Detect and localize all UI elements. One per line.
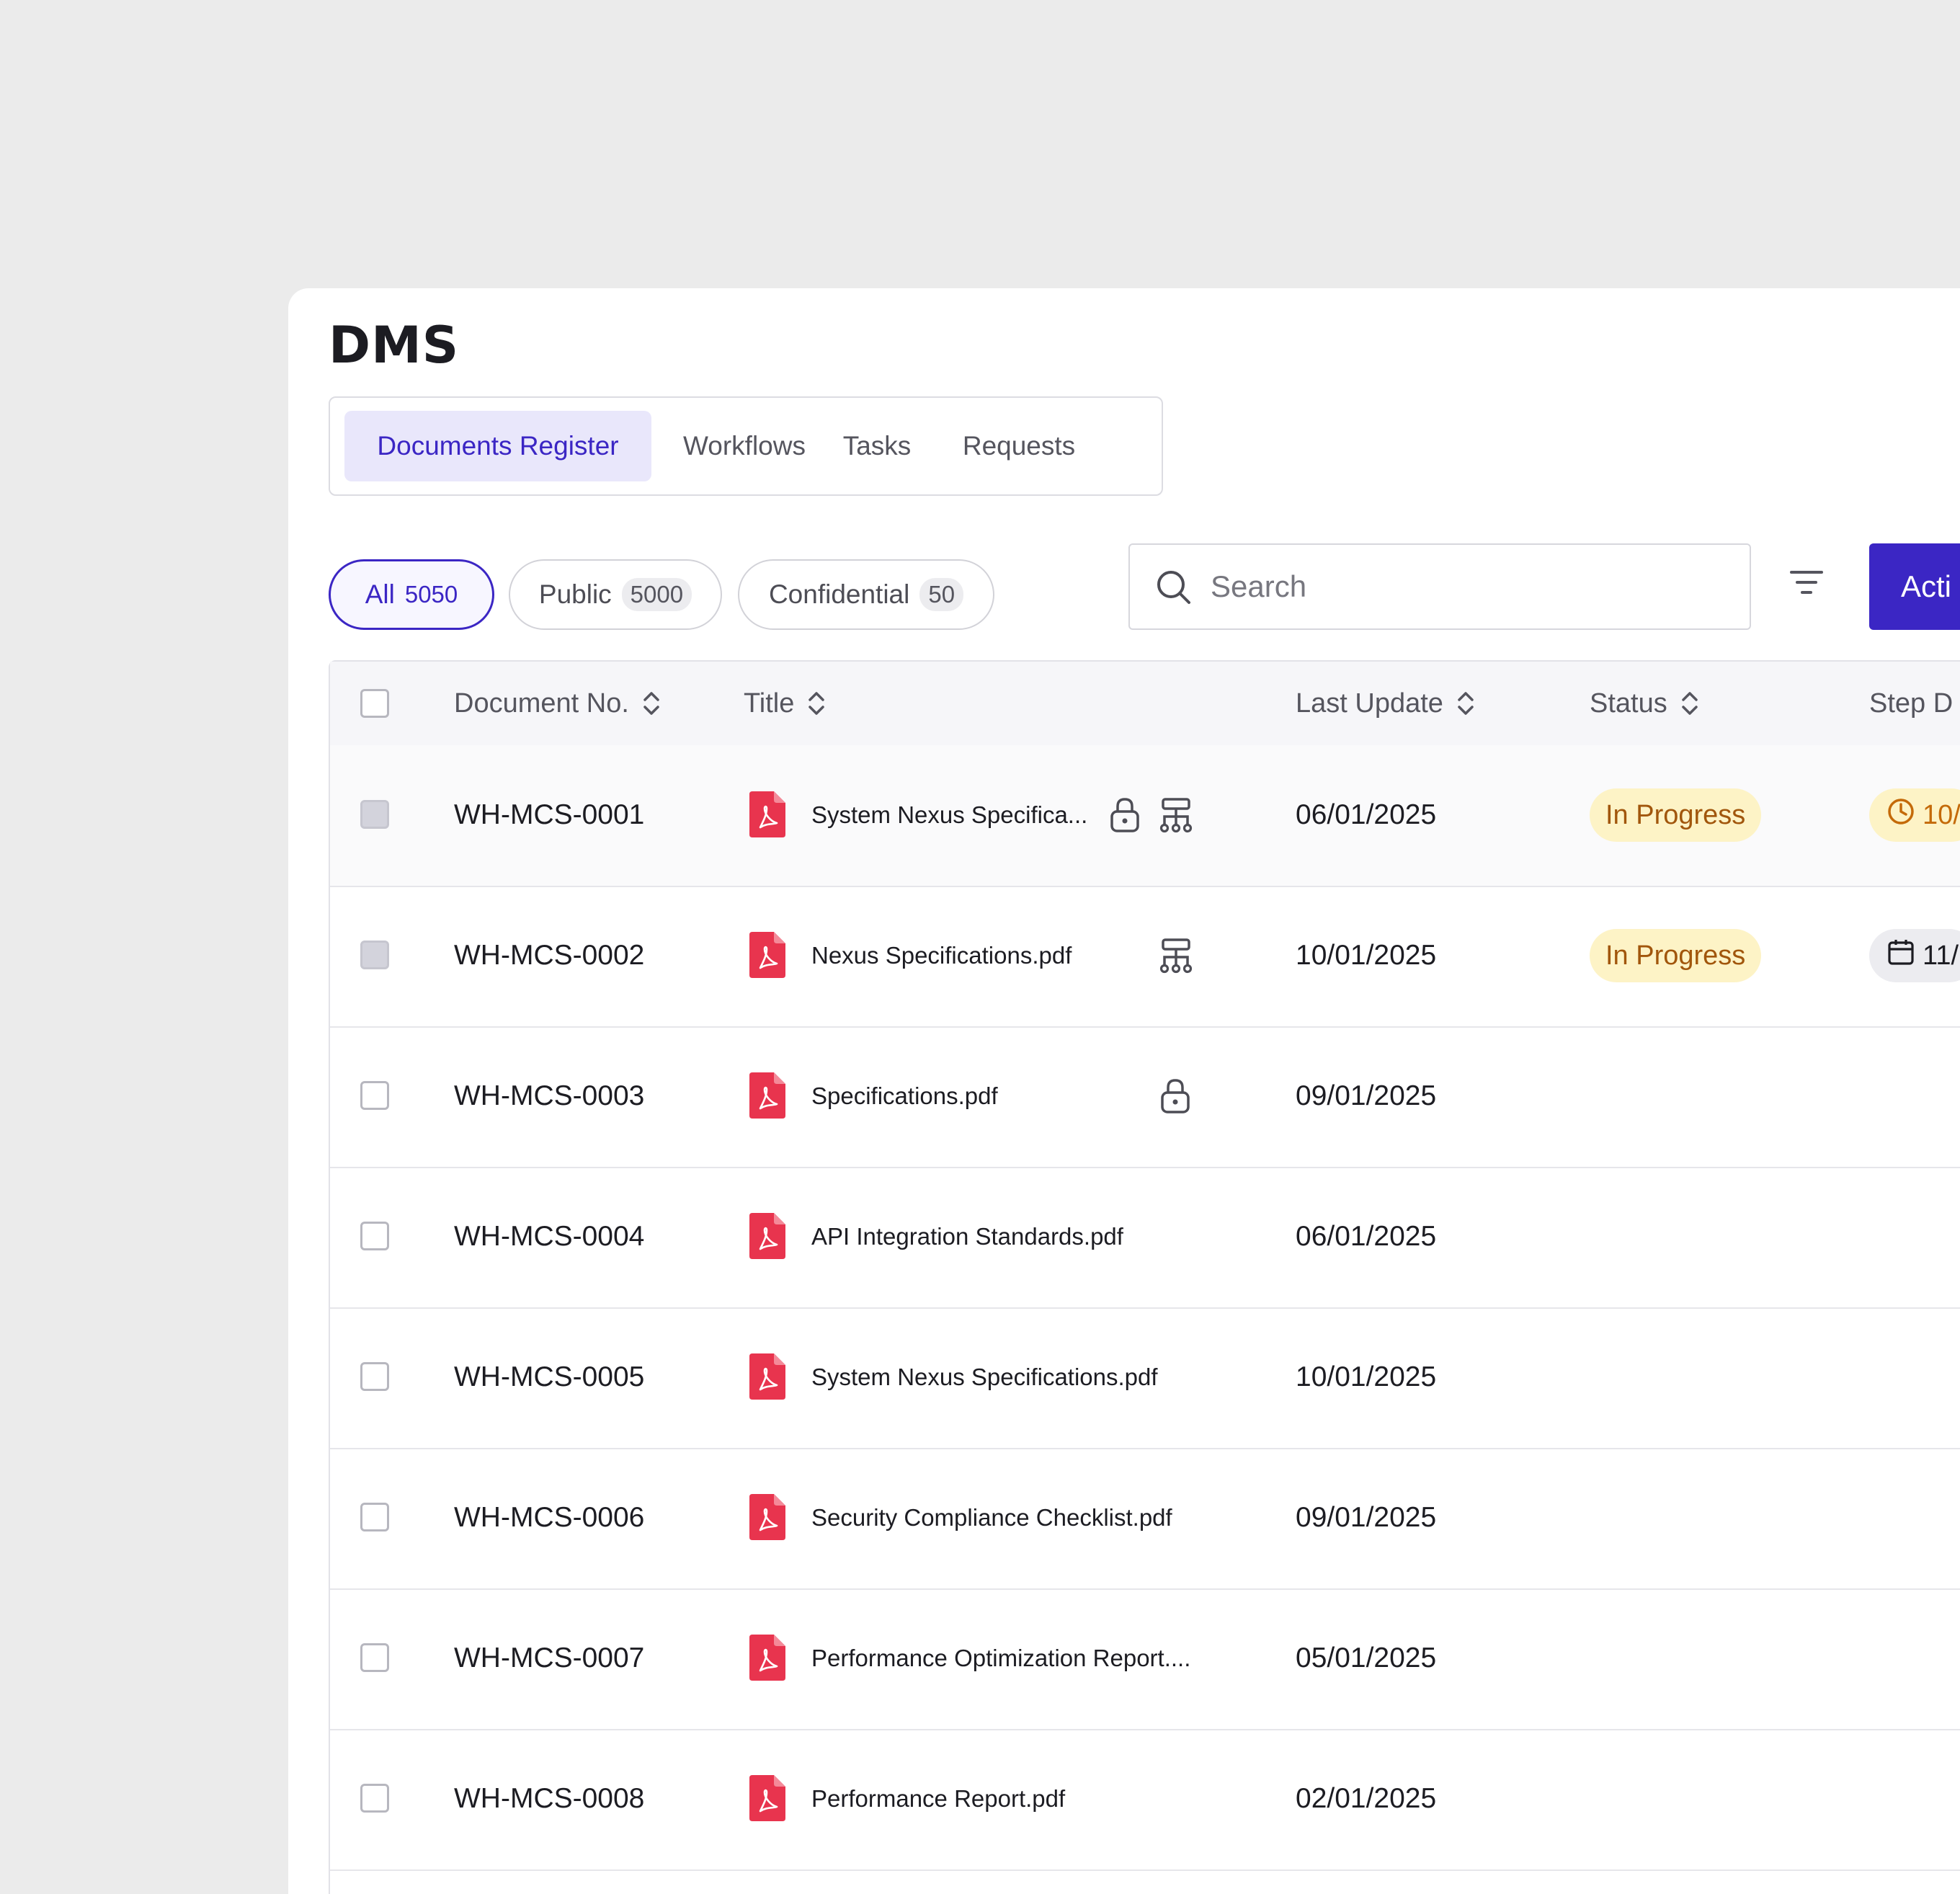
pdf-file-icon bbox=[747, 1494, 787, 1544]
row-checkbox[interactable] bbox=[360, 1503, 389, 1531]
pdf-file-icon bbox=[747, 791, 787, 841]
filter-icon[interactable] bbox=[1790, 568, 1823, 600]
last-update-date: 09/01/2025 bbox=[1296, 1502, 1437, 1533]
table-row[interactable]: WH-MCS-0001 System Nexus Specifica... 06/0… bbox=[330, 745, 1960, 887]
document-number: WH-MCS-0001 bbox=[454, 799, 645, 830]
table-row[interactable]: WH-MCS-0005 System Nexus Specifications.p… bbox=[330, 1307, 1960, 1449]
document-number: WH-MCS-0003 bbox=[454, 1080, 645, 1111]
tab-workflows[interactable]: Workflows bbox=[683, 431, 806, 461]
row-checkbox[interactable] bbox=[360, 1081, 389, 1110]
document-title-link[interactable]: Specifications.pdf bbox=[811, 1082, 998, 1109]
table-row[interactable]: WH-MCS-0007 Performance Optimization Repo… bbox=[330, 1588, 1960, 1730]
filter-all-chip[interactable]: All 5050 bbox=[329, 559, 494, 630]
clock-icon bbox=[1886, 797, 1915, 833]
table-row[interactable]: WH-MCS-0004 API Integration Standards.pdf… bbox=[330, 1167, 1960, 1309]
column-title[interactable]: Title bbox=[744, 662, 826, 745]
last-update-date: 06/01/2025 bbox=[1296, 799, 1437, 830]
row-checkbox[interactable] bbox=[360, 1222, 389, 1250]
row-checkbox[interactable] bbox=[360, 1784, 389, 1813]
pdf-file-icon bbox=[747, 1072, 787, 1122]
search-placeholder: Search bbox=[1211, 569, 1307, 603]
search-icon bbox=[1156, 569, 1192, 609]
document-title-link[interactable]: System Nexus Specifica... bbox=[811, 801, 1088, 828]
tab-tasks[interactable]: Tasks bbox=[842, 431, 912, 461]
workflow-icon[interactable] bbox=[1159, 938, 1193, 977]
sort-icon bbox=[808, 692, 825, 715]
filter-public-chip[interactable]: Public 5000 bbox=[509, 559, 722, 630]
tab-requests[interactable]: Requests bbox=[962, 431, 1076, 461]
pdf-file-icon bbox=[747, 1635, 787, 1684]
column-last-update[interactable]: Last Update bbox=[1296, 662, 1475, 745]
lock-icon bbox=[1159, 1078, 1192, 1118]
sort-icon bbox=[1458, 692, 1474, 715]
status-badge: In Progress bbox=[1590, 788, 1762, 842]
table-row[interactable]: WH-MCS-0006 Security Compliance Checklist… bbox=[330, 1448, 1960, 1590]
search-input[interactable]: Search bbox=[1128, 543, 1751, 630]
table-row[interactable]: WH-MCS-0008 Performance Report.pdf 02/01/2… bbox=[330, 1729, 1960, 1871]
pdf-file-icon bbox=[747, 1353, 787, 1403]
step-due-badge: 10/ bbox=[1869, 788, 1960, 842]
column-label: Title bbox=[744, 688, 795, 719]
column-document-no[interactable]: Document No. bbox=[454, 662, 661, 745]
row-checkbox[interactable] bbox=[360, 1643, 389, 1672]
filter-public-count: 5000 bbox=[621, 578, 692, 611]
table-row[interactable]: WH-MCS-0003 Specifications.pdf 09/01/2025 bbox=[330, 1026, 1960, 1168]
sort-icon bbox=[1681, 692, 1698, 715]
column-status[interactable]: Status bbox=[1590, 662, 1699, 745]
document-title-link[interactable]: Performance Report.pdf bbox=[811, 1785, 1066, 1812]
document-number: WH-MCS-0002 bbox=[454, 940, 645, 971]
last-update-date: 10/01/2025 bbox=[1296, 940, 1437, 971]
document-number: WH-MCS-0007 bbox=[454, 1642, 645, 1673]
page-title: DMS bbox=[329, 316, 460, 375]
table-header: Document No. Title Last Update Status St… bbox=[330, 662, 1960, 747]
documents-table: Document No. Title Last Update Status St… bbox=[329, 660, 1960, 1894]
last-update-date: 09/01/2025 bbox=[1296, 1080, 1437, 1111]
document-number: WH-MCS-0006 bbox=[454, 1502, 645, 1533]
tab-documents-register[interactable]: Documents Register bbox=[344, 411, 651, 481]
row-checkbox[interactable] bbox=[360, 941, 389, 969]
sort-icon bbox=[643, 692, 659, 715]
step-due-text: 10/ bbox=[1923, 799, 1960, 830]
table-row[interactable]: WH-MCS-0002 Nexus Specifications.pdf 10/01… bbox=[330, 886, 1960, 1028]
document-title-link[interactable]: Performance Optimization Report.... bbox=[811, 1645, 1191, 1671]
document-number: WH-MCS-0004 bbox=[454, 1221, 645, 1252]
select-all-checkbox[interactable] bbox=[360, 689, 389, 718]
document-number: WH-MCS-0005 bbox=[454, 1361, 645, 1392]
step-due-badge: 11/ bbox=[1869, 929, 1960, 982]
document-title-link[interactable]: Nexus Specifications.pdf bbox=[811, 942, 1072, 969]
last-update-date: 10/01/2025 bbox=[1296, 1361, 1437, 1392]
action-button[interactable]: Acti bbox=[1869, 543, 1960, 630]
document-number: WH-MCS-0008 bbox=[454, 1783, 645, 1814]
tab-bar: Documents Register Workflows Tasks Reque… bbox=[329, 396, 1163, 496]
last-update-date: 06/01/2025 bbox=[1296, 1221, 1437, 1252]
filter-confidential-chip[interactable]: Confidential 50 bbox=[738, 559, 994, 630]
document-title-link[interactable]: System Nexus Specifications.pdf bbox=[811, 1364, 1158, 1390]
calendar-icon bbox=[1886, 938, 1915, 974]
document-title-link[interactable]: API Integration Standards.pdf bbox=[811, 1223, 1123, 1250]
pdf-file-icon bbox=[747, 932, 787, 982]
column-label: Step D bbox=[1869, 688, 1954, 719]
filter-all-count: 5050 bbox=[404, 581, 458, 608]
lock-icon bbox=[1108, 797, 1141, 837]
filter-confidential-count: 50 bbox=[919, 578, 964, 611]
step-due-text: 11/ bbox=[1923, 940, 1959, 971]
row-checkbox[interactable] bbox=[360, 800, 389, 829]
filter-confidential-label: Confidential bbox=[768, 579, 910, 609]
column-label: Last Update bbox=[1296, 688, 1443, 719]
filter-public-label: Public bbox=[538, 579, 612, 609]
column-step-due[interactable]: Step D bbox=[1869, 662, 1953, 745]
document-title-link[interactable]: Security Compliance Checklist.pdf bbox=[811, 1504, 1172, 1531]
filter-all-label: All bbox=[365, 579, 395, 609]
status-badge: In Progress bbox=[1590, 929, 1762, 982]
row-checkbox[interactable] bbox=[360, 1362, 389, 1391]
column-label: Document No. bbox=[454, 688, 629, 719]
last-update-date: 02/01/2025 bbox=[1296, 1783, 1437, 1814]
workflow-icon[interactable] bbox=[1159, 797, 1193, 837]
last-update-date: 05/01/2025 bbox=[1296, 1642, 1437, 1673]
main-panel: DMS Documents Register Workflows Tasks R… bbox=[288, 288, 1960, 1894]
pdf-file-icon bbox=[747, 1775, 787, 1825]
column-label: Status bbox=[1590, 688, 1667, 719]
pdf-file-icon bbox=[747, 1213, 787, 1263]
